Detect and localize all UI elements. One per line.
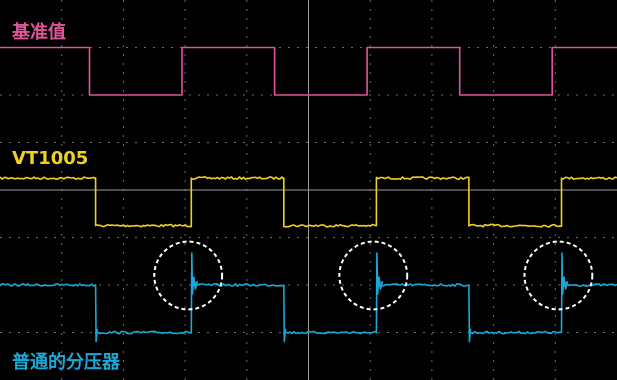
overshoot-highlight-circle [153,240,224,311]
series-label-vt1005: VT1005 [12,148,88,169]
overshoot-highlight-circle [338,240,409,311]
trace-1 [0,176,617,228]
series-label-divider: 普通的分压器 [12,351,121,373]
trace-2 [0,252,617,343]
series-labels: 基准值 VT1005 普通的分压器 [11,21,121,373]
trace-0 [0,46,617,96]
overshoot-highlight-circle [523,240,594,311]
annotations [153,240,594,311]
traces [0,46,617,343]
series-label-reference: 基准值 [11,21,66,43]
